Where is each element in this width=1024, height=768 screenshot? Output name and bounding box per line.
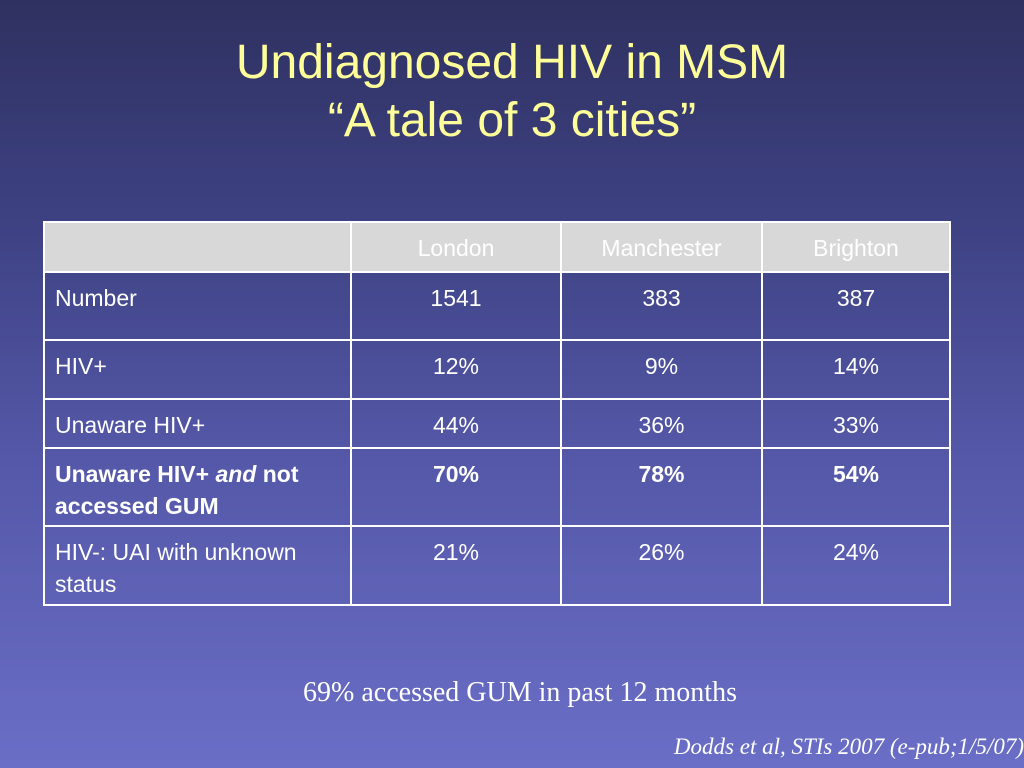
row-label: Unaware HIV+	[43, 398, 352, 449]
table-header-row: London Manchester Brighton	[43, 221, 951, 273]
slide-title: Undiagnosed HIV in MSM “A tale of 3 citi…	[0, 34, 1024, 150]
cell-london: 70%	[350, 447, 562, 527]
table-row: Unaware HIV+ and not accessed GUM 70% 78…	[43, 447, 951, 527]
header-manchester: Manchester	[560, 221, 763, 273]
title-line-2: “A tale of 3 cities”	[327, 94, 697, 147]
cell-london: 21%	[350, 525, 562, 606]
header-brighton: Brighton	[761, 221, 951, 273]
gum-access-note: 69% accessed GUM in past 12 months	[303, 677, 737, 708]
cell-manchester: 78%	[560, 447, 763, 527]
row-label: HIV-: UAI with unknown status	[43, 525, 352, 606]
header-empty-cell	[43, 221, 352, 273]
cell-brighton: 14%	[761, 339, 951, 400]
cell-manchester: 9%	[560, 339, 763, 400]
title-line-1: Undiagnosed HIV in MSM	[235, 36, 789, 89]
cell-manchester: 26%	[560, 525, 763, 606]
row-label-italic-part: and	[215, 461, 257, 487]
table-row: HIV-: UAI with unknown status 21% 26% 24…	[43, 525, 951, 606]
header-london: London	[350, 221, 562, 273]
row-label-part: not accessed GUM	[55, 461, 299, 519]
cell-london: 1541	[350, 271, 562, 341]
row-label: HIV+	[43, 339, 352, 400]
table-row: Number 1541 383 387	[43, 271, 951, 341]
cell-brighton: 24%	[761, 525, 951, 606]
cell-london: 44%	[350, 398, 562, 449]
cities-table: London Manchester Brighton Number 1541 3…	[43, 221, 951, 606]
cell-london: 12%	[350, 339, 562, 400]
table-row: HIV+ 12% 9% 14%	[43, 339, 951, 400]
row-label-part: Unaware HIV+	[55, 461, 216, 487]
citation: Dodds et al, STIs 2007 (e-pub;1/5/07)	[673, 734, 1024, 759]
table-row: Unaware HIV+ 44% 36% 33%	[43, 398, 951, 449]
row-label: Number	[43, 271, 352, 341]
cell-manchester: 36%	[560, 398, 763, 449]
cell-brighton: 33%	[761, 398, 951, 449]
cell-brighton: 387	[761, 271, 951, 341]
row-label: Unaware HIV+ and not accessed GUM	[43, 447, 352, 527]
cell-manchester: 383	[560, 271, 763, 341]
cell-brighton: 54%	[761, 447, 951, 527]
